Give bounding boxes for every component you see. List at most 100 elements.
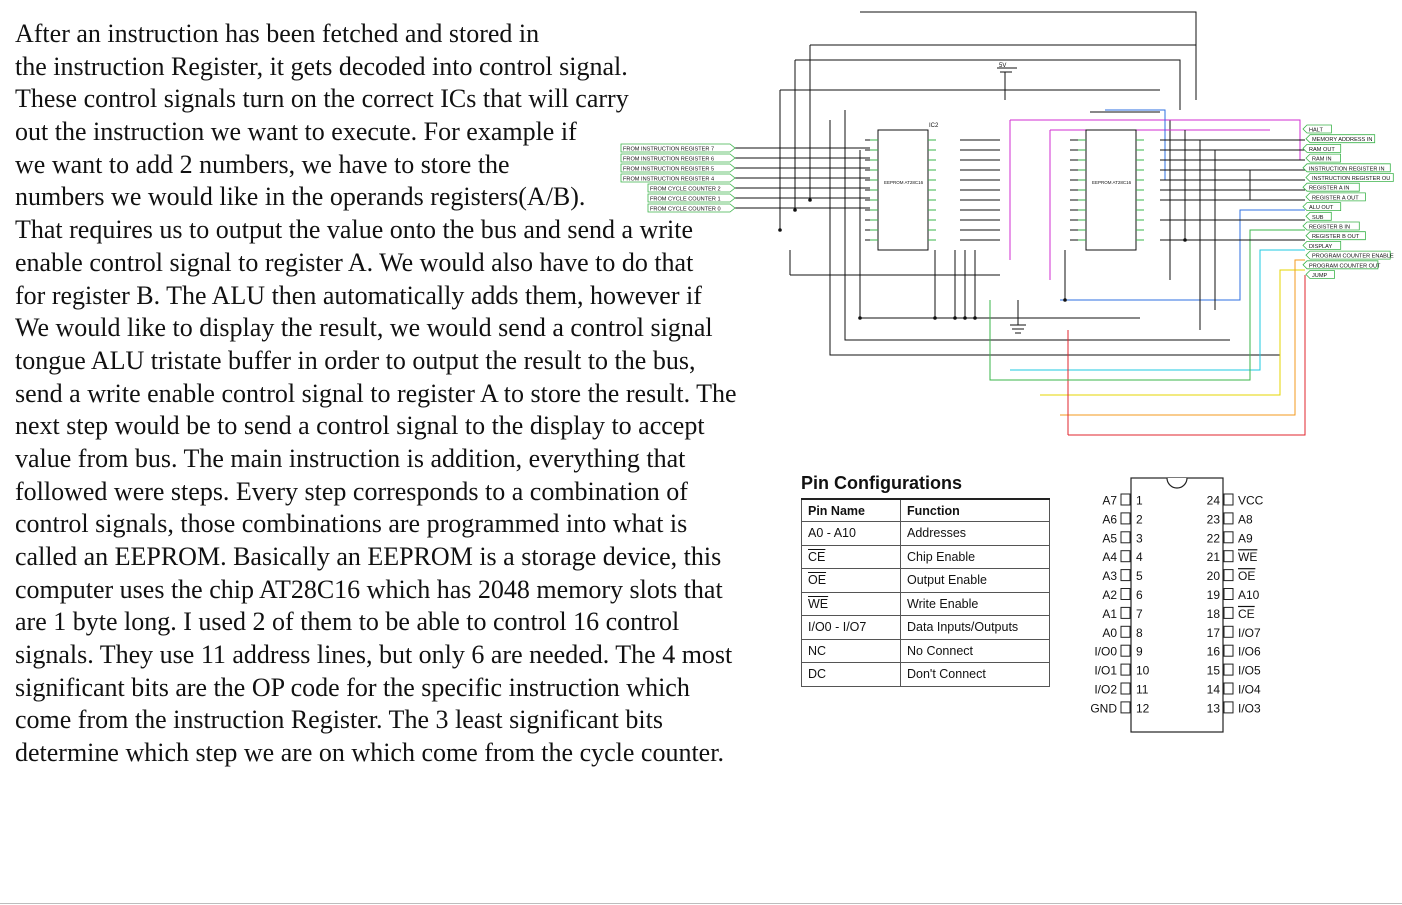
output-tag-label: PROGRAM COUNTER ENABLE: [1312, 254, 1394, 260]
pin-number: 17: [1207, 626, 1221, 640]
pin-function-cell: No Connect: [900, 638, 1050, 663]
output-tag: MEMORY ADDRESS IN: [1305, 134, 1376, 143]
pin-signal-name: I/O2: [1094, 683, 1117, 697]
pin-number: 21: [1207, 550, 1221, 564]
pin-number: 7: [1136, 607, 1143, 621]
pinout-right-pin: 14 I/O4: [1207, 682, 1261, 697]
output-tag-label: JUMP: [1312, 273, 1327, 279]
paragraph-line: determine which step we are on which com…: [15, 738, 724, 768]
column-header: Pin Name: [801, 498, 901, 522]
pin-config-title: Pin Configurations: [801, 473, 962, 493]
pin-signal-name: I/O3: [1238, 701, 1261, 715]
pin-signal-name: I/O0: [1094, 645, 1117, 659]
paragraph-line: the instruction Register, it gets decode…: [15, 51, 628, 81]
output-tag-label: INSTRUCTION REGISTER IN: [1309, 166, 1385, 172]
output-tag: RAM IN: [1305, 153, 1341, 163]
pinout-left-pin: I/O1 10: [1094, 663, 1150, 678]
pinout-right-pin: 16 I/O6: [1207, 644, 1261, 659]
output-tag-label: REGISTER A IN: [1309, 186, 1349, 192]
input-tag: FROM CYCLE COUNTER 0: [647, 203, 736, 213]
pin-number: 15: [1207, 664, 1221, 678]
pin-signal-name: A2: [1102, 588, 1117, 602]
pin-signal-name: A9: [1238, 531, 1253, 545]
pin-signal-name: A1: [1102, 607, 1117, 621]
output-tag-label: RAM OUT: [1309, 147, 1335, 153]
paragraph-line: These control signals turn on the correc…: [15, 84, 629, 114]
pin-signal-name: A10: [1238, 588, 1260, 602]
output-tag-label: INSTRUCTION REGISTER OU: [1312, 176, 1390, 182]
input-tag-label: FROM INSTRUCTION REGISTER 5: [623, 167, 714, 173]
pin-number: 11: [1136, 683, 1149, 697]
paragraph-line: control signals, those combinations are …: [15, 509, 688, 539]
pinout-diagram: A7 1 A6 2 A5 3 A4 4 A3 5 A2 6 A1 7 A0 8 I/O0 9 I/O1 10 I/O2 1…: [1090, 477, 1264, 733]
input-tag-label: FROM INSTRUCTION REGISTER 4: [623, 177, 714, 183]
output-tag: HALT: [1302, 124, 1332, 134]
pin-signal-name: I/O4: [1238, 683, 1261, 697]
pinout-left-pin: A4 4: [1102, 550, 1143, 564]
table-row: CE Chip Enable: [801, 544, 1050, 569]
output-tag-label: REGISTER B IN: [1309, 225, 1350, 231]
pin-name-cell: DC: [801, 662, 901, 687]
paragraph-line: signals. They use 11 address lines, but …: [15, 640, 733, 670]
output-tag-label: PROGRAM COUNTER OUT: [1309, 263, 1381, 269]
pinout-left-pin: A6 2: [1102, 512, 1143, 526]
table-row: OE Output Enable: [801, 568, 1050, 593]
output-tag: PROGRAM COUNTER OUT: [1302, 260, 1381, 269]
pin-name-cell: I/O0 - I/O7: [801, 615, 901, 640]
column-header: Function: [900, 498, 1050, 522]
pin-number: 19: [1207, 588, 1221, 602]
pinout-left-pin: I/O0 9: [1094, 644, 1143, 659]
pin-name-cell: WE: [801, 591, 901, 616]
pinout-left-pin: GND 12: [1090, 701, 1150, 715]
pin-signal-name: A5: [1102, 531, 1117, 545]
pinout-left-pin: A3 5: [1102, 569, 1143, 583]
pin-signal-name: CE: [1238, 607, 1255, 621]
paragraph-line: we want to add 2 numbers, we have to sto…: [15, 149, 510, 179]
output-tag-label: REGISTER A OUT: [1312, 195, 1359, 201]
input-tag: FROM CYCLE COUNTER 1: [647, 193, 736, 203]
pin-signal-name: A7: [1102, 494, 1117, 508]
input-tag-label: FROM CYCLE COUNTER 1: [650, 197, 721, 203]
output-signal-tags: HALT MEMORY ADDRESS IN RAM OUT RAM IN INSTRU…: [1302, 124, 1394, 279]
pin-signal-name: WE: [1238, 550, 1257, 564]
pinout-right-pin: 17 I/O7: [1207, 625, 1261, 640]
pin-number: 16: [1207, 645, 1221, 659]
pin-number: 1: [1136, 494, 1143, 508]
pin-name-cell: A0 - A10: [801, 521, 901, 546]
paragraph-line: After an instruction has been fetched an…: [15, 19, 540, 48]
paragraph-line: called an EEPROM. Basically an EEPROM is…: [15, 542, 722, 571]
paragraph-line: value from bus. The main instruction is …: [15, 443, 686, 473]
pin-name-cell: OE: [801, 568, 901, 593]
pin-number: 3: [1136, 531, 1143, 545]
chip1-name: EEPROM AT28C16: [884, 180, 924, 185]
pin1-notch: [1166, 477, 1188, 489]
paragraph-line: computer uses the chip AT28C16 which has…: [15, 574, 723, 604]
dip-package-body: [1130, 477, 1224, 733]
pinout-right-pin: 13 I/O3: [1207, 701, 1261, 715]
pinout-left-pin: I/O2 11: [1094, 682, 1149, 697]
pin-number: 24: [1207, 494, 1221, 508]
eeprom-chip-1: [877, 129, 929, 251]
pin-signal-name: OE: [1238, 569, 1255, 583]
pinout-left-pin: A5 3: [1102, 531, 1143, 545]
output-tag-label: HALT: [1309, 128, 1323, 134]
pinout-right-pin: 19 A10: [1207, 588, 1260, 602]
pinout-right-pin: 23 A8: [1207, 512, 1253, 526]
output-tag: REGISTER A IN: [1302, 182, 1360, 192]
output-tag: REGISTER B IN: [1302, 221, 1360, 231]
table-row: A0 - A10 Addresses: [801, 521, 1050, 546]
pinout-right-pin: 15 I/O5: [1207, 663, 1261, 678]
pin-number: 10: [1136, 664, 1150, 678]
pin-number: 8: [1136, 626, 1143, 640]
pinout-left-pin: A2 6: [1102, 588, 1143, 602]
input-tag: FROM INSTRUCTION REGISTER 6: [620, 153, 736, 163]
pin-function-cell: Chip Enable: [900, 544, 1050, 569]
input-tag-label: FROM CYCLE COUNTER 0: [650, 207, 721, 213]
pin-signal-name: GND: [1090, 701, 1117, 715]
input-tag: FROM CYCLE COUNTER 2: [647, 183, 736, 193]
input-signal-tags: FROM INSTRUCTION REGISTER 7 FROM INSTRUCT…: [620, 143, 736, 213]
input-tag: FROM INSTRUCTION REGISTER 7: [620, 143, 736, 153]
paragraph-line: followed were steps. Every step correspo…: [15, 476, 688, 506]
input-tag: FROM INSTRUCTION REGISTER 5: [620, 163, 736, 173]
